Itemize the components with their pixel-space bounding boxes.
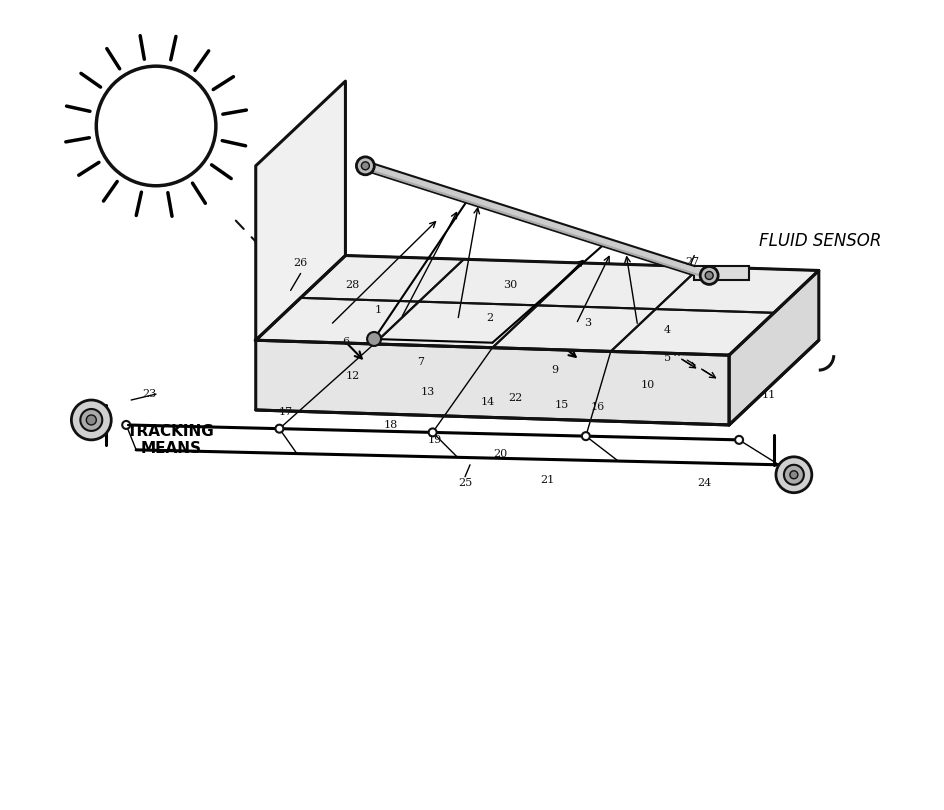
Polygon shape [256,81,346,340]
Text: TRACKING
MEANS: TRACKING MEANS [127,424,215,456]
Text: 10: 10 [640,380,654,390]
Text: 15: 15 [554,400,569,410]
Text: 24: 24 [697,478,712,488]
Text: 7: 7 [416,357,424,367]
Text: FLUID SENSOR: FLUID SENSOR [759,232,882,249]
Circle shape [700,266,718,284]
Circle shape [72,400,111,440]
Polygon shape [537,263,700,309]
Text: 19: 19 [428,435,442,445]
Text: 28: 28 [346,280,360,291]
Circle shape [429,428,437,437]
Text: 16: 16 [590,402,605,412]
Text: 12: 12 [346,371,360,381]
Circle shape [582,433,590,440]
Text: 22: 22 [509,393,523,403]
Text: 17: 17 [278,407,293,417]
Circle shape [86,415,96,425]
Circle shape [735,436,743,444]
Polygon shape [256,255,818,355]
Text: 11: 11 [762,390,776,400]
Circle shape [357,157,375,175]
Polygon shape [300,255,464,301]
Polygon shape [656,266,818,313]
Text: 21: 21 [541,475,555,484]
Polygon shape [729,271,818,425]
Circle shape [784,465,804,484]
Text: 26: 26 [294,258,308,268]
Circle shape [362,162,369,170]
Text: 18: 18 [383,420,397,430]
Text: 4: 4 [664,326,671,335]
Polygon shape [493,305,656,352]
Polygon shape [611,309,774,355]
Text: 1: 1 [375,305,382,315]
Circle shape [776,457,812,492]
Text: 3: 3 [584,318,591,328]
Polygon shape [419,259,582,305]
Text: 13: 13 [421,387,435,397]
Polygon shape [256,298,419,344]
Text: 27: 27 [685,258,700,267]
Circle shape [367,332,381,346]
Text: 9: 9 [551,365,558,375]
Circle shape [276,424,283,433]
Text: 2: 2 [486,313,494,323]
Text: 25: 25 [458,478,472,488]
Polygon shape [256,340,729,425]
Circle shape [790,471,798,479]
Polygon shape [374,301,537,347]
Text: 23: 23 [142,389,157,399]
Circle shape [122,421,130,429]
Text: 6: 6 [342,337,349,347]
Text: 30: 30 [503,280,517,291]
Text: 5: 5 [664,353,671,363]
Text: 20: 20 [493,449,507,458]
Circle shape [96,66,216,185]
Circle shape [705,271,713,279]
Bar [694,266,749,280]
Circle shape [80,409,102,431]
Text: 14: 14 [480,397,495,407]
